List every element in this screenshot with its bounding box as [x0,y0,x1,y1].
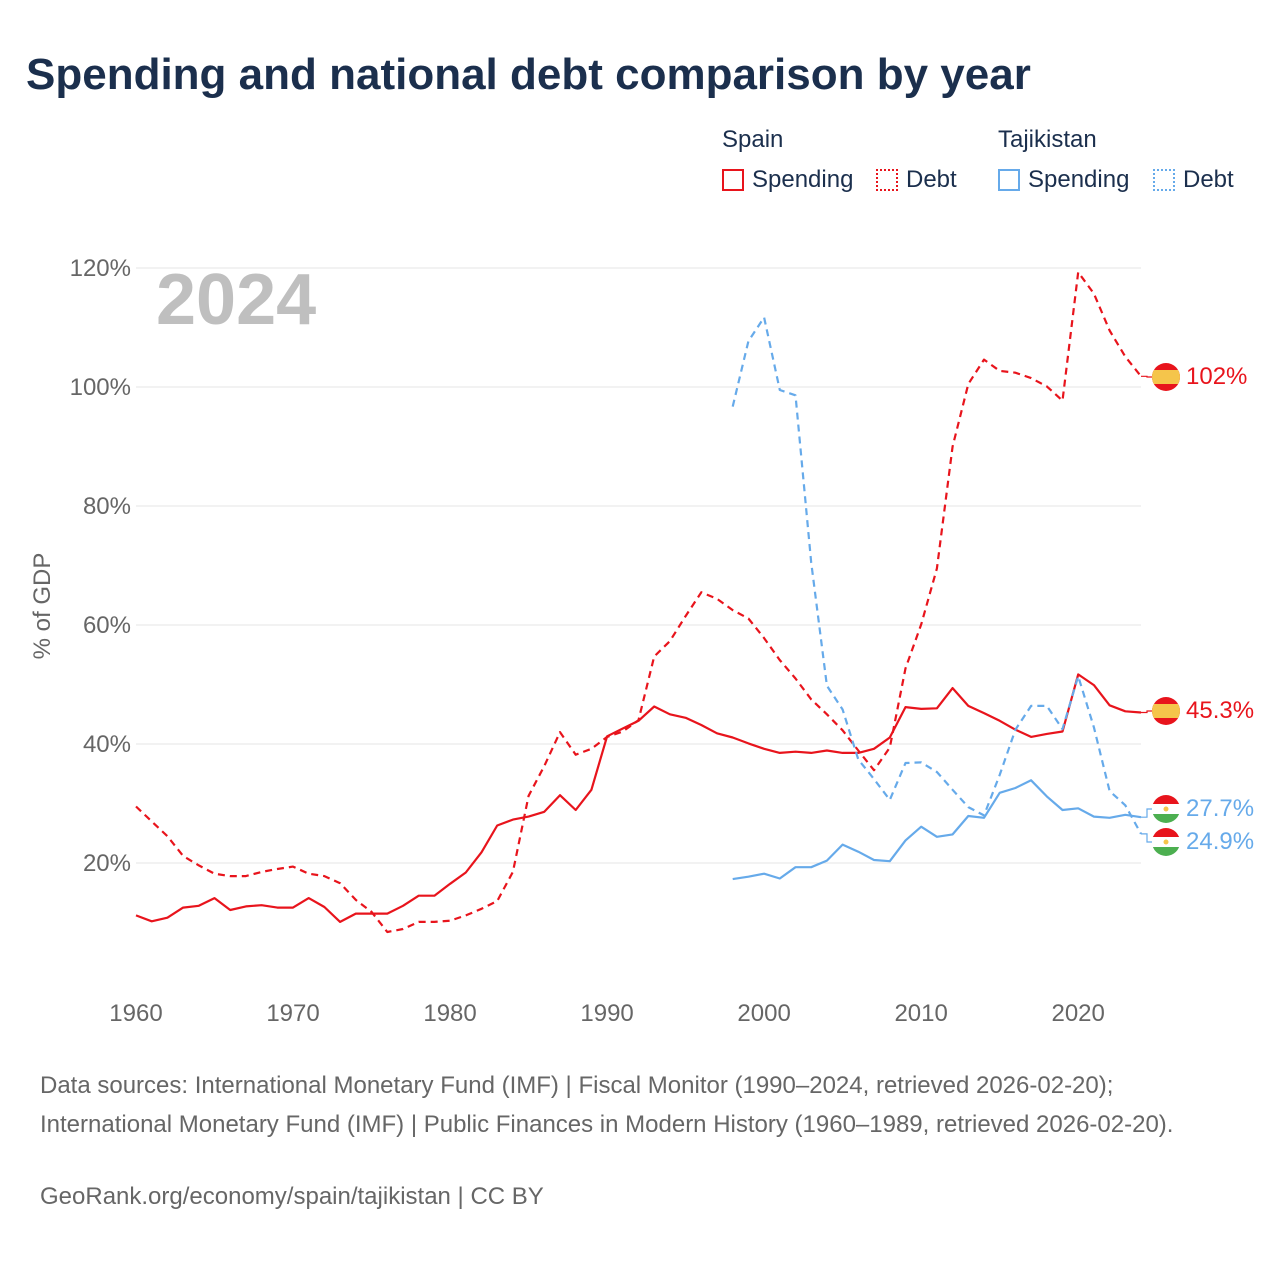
legend-label: Spending [1028,166,1130,193]
y-tick-label: 120% [70,255,131,282]
x-tick-label: 2020 [1051,1000,1104,1027]
spain-flag-icon [1152,697,1180,725]
legend-group-tajikistan: Tajikistan [998,126,1097,153]
tajikistan-flag-icon [1152,795,1180,823]
x-tick-label: 2010 [894,1000,947,1027]
legend-item-tajikistan-spending[interactable]: Spending [998,166,1129,194]
data-source-note: Data sources: International Monetary Fun… [40,1072,1174,1138]
y-tick-label: 80% [83,493,131,520]
chart-canvas: 20% 40% 60% 80% 100% 120% 1960 1970 1980 1990 200… [29,255,1254,1027]
x-tick-label: 2000 [737,1000,790,1027]
legend-label: Spending [752,166,854,193]
legend-swatch-solid-icon [722,169,744,191]
tajikistan-flag-icon [1152,828,1180,856]
x-tick-label: 1990 [580,1000,633,1027]
series-line-tajikistan-spending [732,779,1142,881]
x-tick-label: 1960 [109,1000,162,1027]
end-label-tajikistan-spending: 27.7% [1186,795,1254,822]
y-tick-label: 100% [70,374,131,401]
legend-swatch-dotted-icon [1153,169,1175,191]
legend-item-spain-spending[interactable]: Spending [722,166,853,194]
end-connector [1141,710,1152,714]
end-connector [1141,375,1152,378]
legend-label: Debt [906,166,957,193]
x-tick-label: 1970 [266,1000,319,1027]
end-connector [1141,808,1152,818]
y-tick-label: 60% [83,612,131,639]
chart-title: Spending and national debt comparison by… [26,50,1031,99]
legend-label: Debt [1183,166,1234,193]
y-axis-label: % of GDP [29,553,56,660]
legend-swatch-dotted-icon [876,169,898,191]
legend-swatch-solid-icon [998,169,1020,191]
series-line-spain-spending [135,673,1142,923]
legend-item-spain-debt[interactable]: Debt [876,166,957,194]
credit-link[interactable]: GeoRank.org/economy/spain/tajikistan | C… [40,1183,544,1210]
end-connector [1141,833,1152,843]
end-label-spain-debt: 102% [1186,363,1247,390]
y-tick-label: 40% [83,731,131,758]
legend-group-spain: Spain [722,126,784,153]
legend-item-tajikistan-debt[interactable]: Debt [1153,166,1234,194]
series-line-spain-debt [135,271,1142,934]
end-label-tajikistan-debt: 24.9% [1186,828,1254,855]
year-watermark: 2024 [156,260,316,340]
series-line-tajikistan-debt [731,316,1142,835]
y-tick-label: 20% [83,850,131,877]
x-tick-label: 1980 [423,1000,476,1027]
spain-flag-icon [1152,363,1180,391]
end-label-spain-spending: 45.3% [1186,697,1254,724]
